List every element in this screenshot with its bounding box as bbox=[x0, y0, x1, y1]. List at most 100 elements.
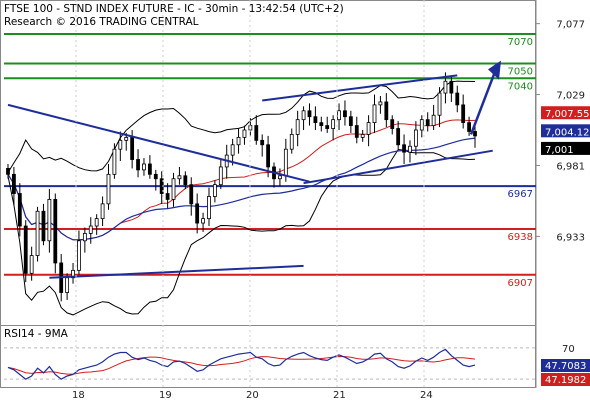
candle-body bbox=[390, 119, 395, 129]
candle-body bbox=[207, 196, 211, 220]
candle-body bbox=[307, 110, 312, 118]
candle-body bbox=[343, 110, 347, 118]
candle-body bbox=[360, 134, 365, 138]
candle-body bbox=[278, 175, 282, 180]
candle-body bbox=[425, 119, 430, 126]
candle-body bbox=[142, 163, 146, 171]
candle-body bbox=[419, 119, 424, 131]
candle-body bbox=[348, 116, 353, 126]
candle-body bbox=[12, 173, 16, 194]
price-tick-label: 6,981 bbox=[556, 161, 585, 172]
level-label-6938: 6938 bbox=[508, 232, 533, 243]
level-label-7070: 7070 bbox=[508, 37, 533, 48]
candle-body bbox=[153, 173, 158, 180]
rsi14-line bbox=[7, 348, 476, 380]
date-tick-label: 20 bbox=[246, 390, 259, 400]
candle-body bbox=[325, 125, 330, 129]
candle-body bbox=[313, 116, 318, 124]
candle-body bbox=[467, 122, 471, 132]
candle-body bbox=[189, 184, 194, 205]
price-badge-label: 7,004.12 bbox=[545, 127, 590, 138]
candle-body bbox=[82, 233, 87, 242]
support-trendline bbox=[303, 149, 493, 185]
candle-body bbox=[230, 144, 235, 156]
price-tick-label: 6,933 bbox=[556, 232, 585, 243]
rsi-layer bbox=[4, 347, 536, 380]
candle-body bbox=[218, 166, 223, 186]
candle-body bbox=[6, 168, 10, 175]
candle-body bbox=[41, 210, 46, 242]
lower-support-trendline bbox=[49, 264, 304, 279]
forecast-arrow-line bbox=[469, 66, 499, 135]
candle-body bbox=[130, 136, 135, 160]
candle-body bbox=[17, 193, 22, 227]
candle-body bbox=[136, 159, 140, 171]
rsi-title: RSI14 - 9MA bbox=[4, 328, 69, 340]
candle-body bbox=[183, 175, 188, 186]
candle-body bbox=[384, 101, 389, 121]
candle-body bbox=[106, 173, 111, 205]
candle-body bbox=[437, 92, 442, 116]
candle-body bbox=[378, 101, 383, 106]
candle-body bbox=[372, 104, 377, 124]
candle-body bbox=[100, 203, 105, 220]
candle-body bbox=[266, 144, 271, 168]
date-tick-label: 19 bbox=[159, 390, 172, 400]
candle-body bbox=[29, 255, 34, 274]
rsi-ma-badge-label: 47.1982 bbox=[545, 375, 586, 386]
candle-body bbox=[53, 199, 58, 264]
candle-body bbox=[354, 125, 359, 138]
candle-body bbox=[289, 134, 294, 150]
rsi-badge-label: 47.7083 bbox=[545, 361, 586, 372]
candle-body bbox=[35, 210, 40, 256]
price-badge-bg bbox=[541, 124, 590, 138]
candle-body bbox=[201, 218, 205, 224]
candle-body bbox=[301, 110, 306, 121]
candle-body bbox=[165, 193, 170, 200]
candle-body bbox=[473, 131, 477, 137]
level-label-7050: 7050 bbox=[508, 67, 533, 78]
chart-credit: Research © 2016 TRADING CENTRAL bbox=[4, 16, 199, 28]
price-badges-layer: 7,007.55 7,004.12 7,001 47.7083 47.1982 bbox=[541, 106, 590, 386]
price-tick-label: 7,029 bbox=[556, 91, 585, 102]
candle-body bbox=[171, 178, 176, 200]
candle-body bbox=[65, 277, 70, 293]
forecast-arrowhead bbox=[488, 60, 501, 80]
candle-body bbox=[408, 145, 412, 153]
rsi-badge-bg bbox=[541, 359, 590, 372]
candle-body bbox=[295, 119, 300, 135]
chart-title: FTSE 100 - STND INDEX FUTURE - IC - 30mi… bbox=[4, 3, 344, 15]
level-label-6967: 6967 bbox=[508, 189, 533, 200]
candle-body bbox=[177, 175, 182, 180]
candle-body bbox=[23, 225, 28, 274]
price-badge-bg bbox=[541, 106, 590, 120]
candle-body bbox=[47, 199, 52, 242]
candle-body bbox=[71, 269, 75, 279]
candle-body bbox=[124, 136, 129, 141]
price-badge-label: 7,007.55 bbox=[545, 109, 590, 120]
channel-upper-trendline bbox=[262, 74, 458, 102]
resistance-trendline bbox=[7, 103, 310, 183]
candle-body bbox=[242, 129, 247, 138]
rsi-ma-line bbox=[7, 355, 476, 375]
candle-body bbox=[455, 92, 460, 106]
candle-body bbox=[283, 148, 288, 177]
rsi-tick-label: 70 bbox=[562, 344, 575, 355]
trendlines-layer bbox=[7, 60, 501, 279]
candle-body bbox=[236, 136, 241, 146]
axis-layer: 7,077 7,029 6,981 6,933 18 19 20 21 24 70 bbox=[72, 0, 585, 400]
candle-body bbox=[431, 114, 436, 126]
price-badge-label: 7,001 bbox=[545, 145, 574, 156]
price-badge-bg bbox=[541, 141, 590, 155]
candle-body bbox=[254, 125, 259, 141]
rsi-ma-badge-bg bbox=[541, 373, 590, 386]
date-tick-label: 18 bbox=[72, 390, 85, 400]
candle-body bbox=[413, 129, 418, 147]
candle-body bbox=[212, 184, 217, 197]
candle-body bbox=[396, 128, 401, 146]
candle-body bbox=[461, 104, 466, 124]
level-label-7040: 7040 bbox=[508, 81, 533, 92]
candle-body bbox=[366, 122, 371, 135]
